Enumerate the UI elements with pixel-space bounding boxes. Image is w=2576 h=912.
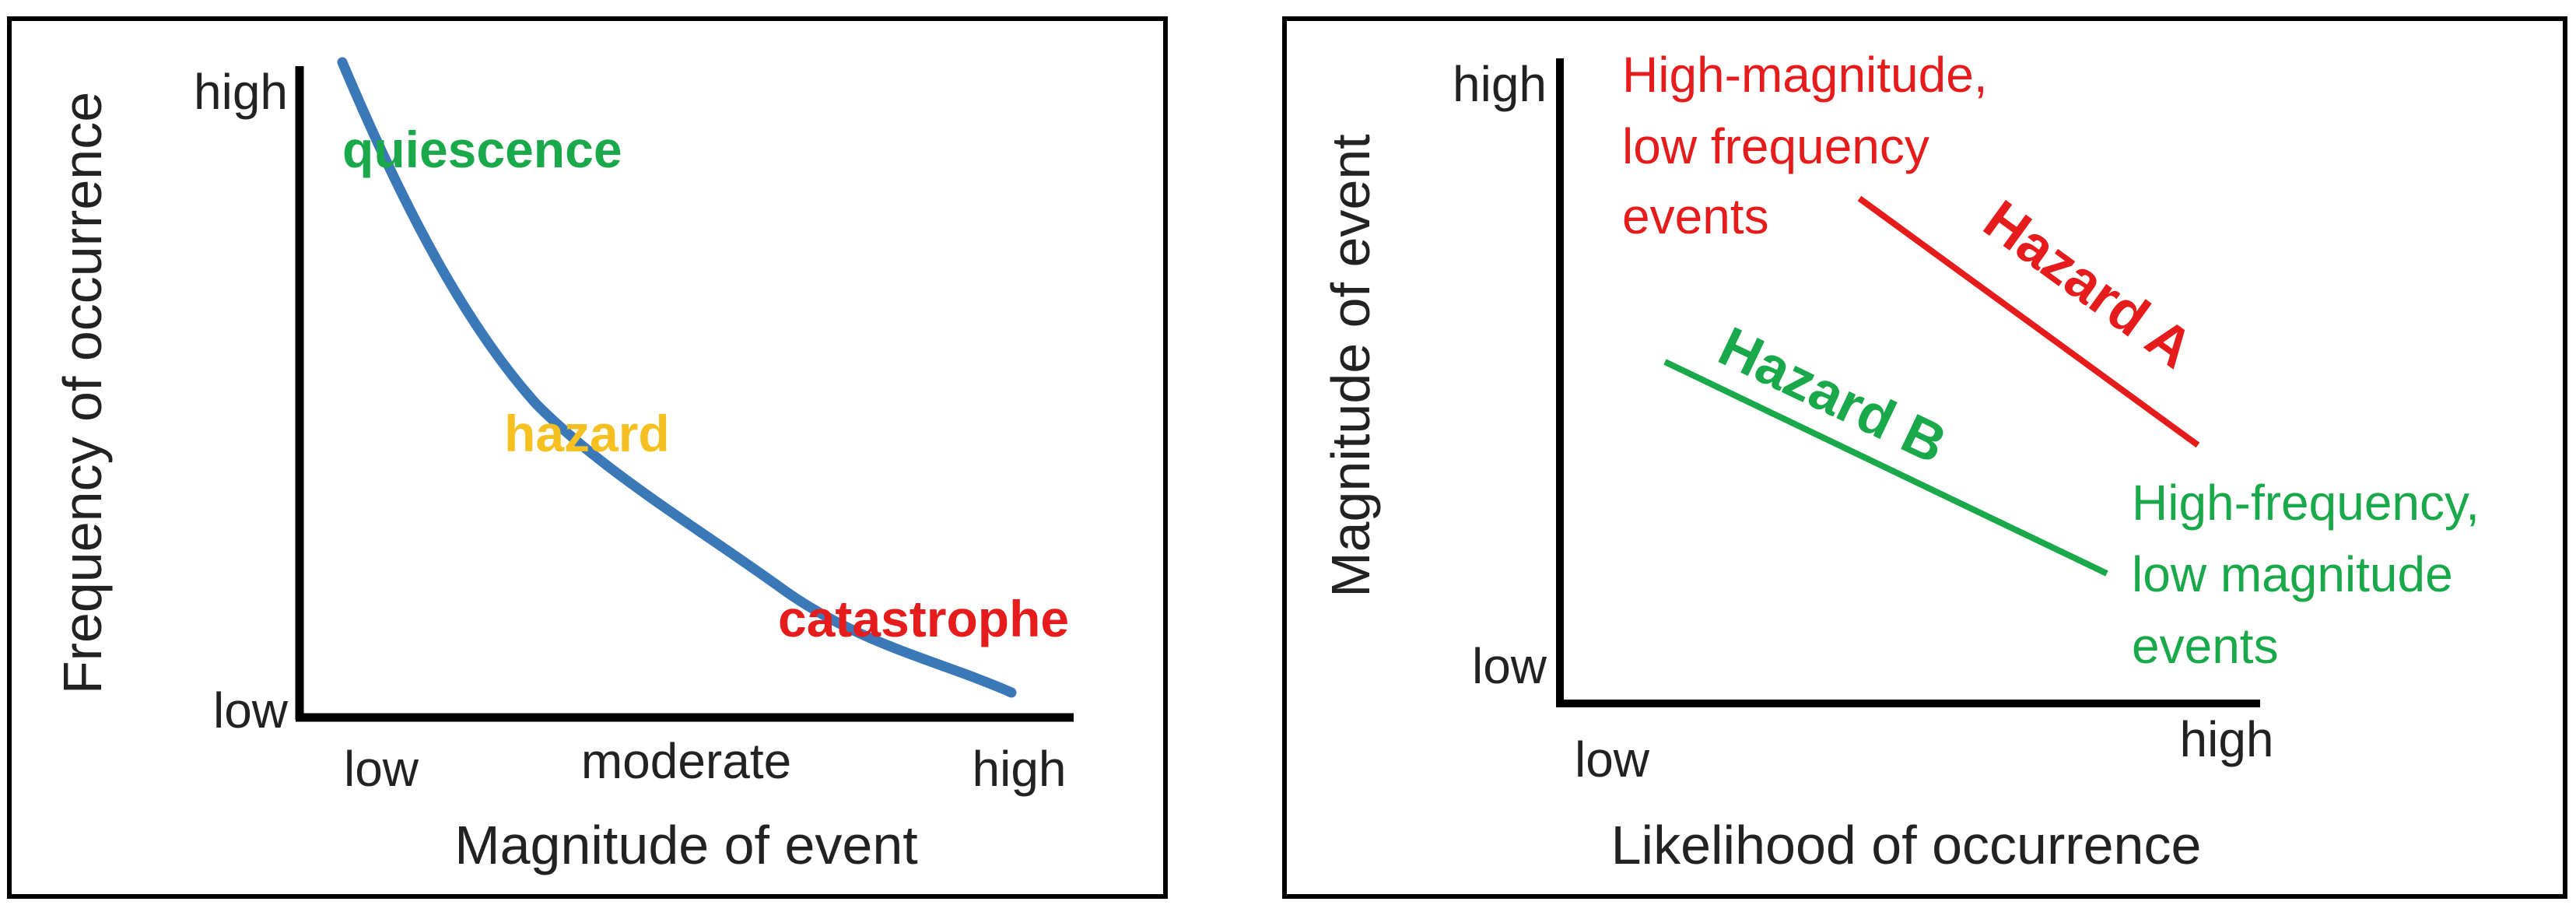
left-x-tick-high: high — [973, 741, 1067, 797]
note-top-line-2: low frequency — [1622, 118, 1929, 174]
note-bottom-line-1: High-frequency, — [2132, 475, 2480, 531]
left-x-tick-moderate: moderate — [581, 733, 791, 789]
left-panel: Frequency of occurrence high low low mod… — [7, 16, 1168, 899]
note-high-frequency: High-frequency, low magnitude events — [2132, 475, 2494, 674]
label-hazard: hazard — [504, 405, 670, 462]
right-x-tick-high: high — [2180, 711, 2274, 767]
note-bottom-line-2: low magnitude — [2132, 546, 2453, 602]
left-panel-frame — [7, 16, 1168, 899]
right-y-axis-title: Magnitude of event — [1320, 134, 1381, 597]
note-top-line-1: High-magnitude, — [1622, 47, 1988, 103]
right-panel-frame — [1282, 16, 2567, 899]
left-y-tick-low: low — [213, 682, 289, 738]
note-bottom-line-3: events — [2132, 618, 2279, 674]
left-y-axis-title: Frequency of occurrence — [52, 92, 113, 694]
note-top-line-3: events — [1622, 188, 1769, 244]
label-catastrophe: catastrophe — [778, 590, 1069, 647]
right-panel: Magnitude of event high low low high Lik… — [1282, 16, 2567, 899]
left-x-tick-low: low — [344, 741, 419, 797]
note-high-magnitude: High-magnitude, low frequency events — [1622, 47, 2001, 244]
right-x-tick-low: low — [1575, 731, 1650, 787]
right-y-tick-high: high — [1453, 56, 1547, 112]
label-quiescence: quiescence — [342, 121, 622, 178]
right-x-axis-title: Likelihood of occurrence — [1611, 815, 2202, 875]
right-y-tick-low: low — [1472, 638, 1547, 694]
left-y-tick-high: high — [194, 64, 288, 120]
hazard-a-line — [1857, 195, 2200, 448]
frequency-magnitude-curve — [337, 57, 1017, 698]
left-x-axis-title: Magnitude of event — [454, 815, 917, 875]
hazard-b-line — [1663, 359, 2108, 577]
